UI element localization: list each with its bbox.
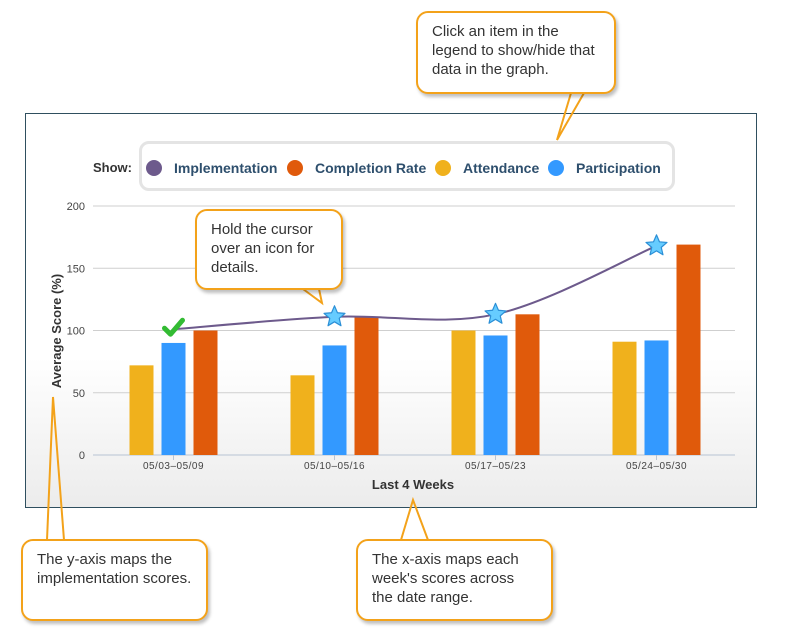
bar-attendance-3[interactable]: [612, 341, 637, 455]
legend-box: [139, 141, 675, 191]
bar-completion-rate-2[interactable]: [515, 314, 540, 455]
callout-y-axis-tip: The y-axis maps the implementation score…: [21, 539, 208, 621]
y-tick-label-100: 100: [67, 326, 85, 338]
y-tick-label-50: 50: [73, 388, 85, 400]
callout-x-axis-tip: The x-axis maps each week's scores acros…: [356, 539, 553, 621]
legend-label-implementation: Implementation: [174, 160, 278, 176]
legend-item-implementation[interactable]: Implementation: [146, 156, 277, 180]
callout-hover-tip: Hold the cursor over an icon for details…: [195, 209, 343, 290]
legend-item-participation[interactable]: Participation: [548, 156, 661, 180]
participation-legend-dot-icon: [548, 160, 564, 176]
bar-attendance-1[interactable]: [290, 375, 315, 455]
legend-label-participation: Participation: [576, 160, 661, 176]
y-axis-ticks: 0 50 100 150 200: [67, 201, 85, 462]
x-axis-title: Last 4 Weeks: [372, 477, 454, 492]
x-axis-ticks: 05/03–05/09 05/10–05/16 05/17–05/23 05/24–0…: [143, 455, 687, 472]
implementation-line-layer: [173, 244, 657, 331]
x-tick-label-1: 05/10–05/16: [304, 461, 365, 472]
bar-completion-rate-3[interactable]: [676, 244, 701, 455]
bar-participation-0[interactable]: [161, 342, 186, 455]
y-tick-label-150: 150: [67, 263, 85, 275]
x-tick-label-0: 05/03–05/09: [143, 461, 204, 472]
bar-completion-rate-1[interactable]: [354, 316, 379, 455]
completion-rate-legend-dot-icon: [287, 160, 303, 176]
callout-legend-tip: Click an item in the legend to show/hide…: [416, 11, 616, 94]
legend-label-completion-rate: Completion Rate: [315, 160, 427, 176]
attendance-legend-dot-icon: [435, 160, 451, 176]
bar-attendance-2[interactable]: [451, 330, 476, 456]
bar-completion-rate-0[interactable]: [193, 330, 218, 456]
legend-show-label: Show:: [93, 160, 132, 175]
y-tick-label-200: 200: [67, 201, 85, 213]
x-tick-label-2: 05/17–05/23: [465, 461, 526, 472]
implementation-markers: [162, 234, 668, 337]
bar-participation-2[interactable]: [483, 335, 508, 455]
bars: [129, 244, 701, 456]
star-icon[interactable]: [645, 234, 668, 256]
y-axis-title: Average Score (%): [49, 274, 64, 388]
implementation-line: [173, 244, 657, 331]
y-tick-label-0: 0: [79, 450, 85, 462]
implementation-legend-dot-icon: [146, 160, 162, 176]
bar-participation-3[interactable]: [644, 340, 669, 455]
legend-item-attendance[interactable]: Attendance: [435, 156, 539, 180]
star-icon[interactable]: [484, 302, 507, 324]
bar-attendance-0[interactable]: [129, 365, 154, 455]
bar-participation-1[interactable]: [322, 345, 347, 455]
star-icon[interactable]: [323, 305, 346, 327]
legend-label-attendance: Attendance: [463, 160, 540, 176]
legend-item-completion-rate[interactable]: Completion Rate: [287, 156, 426, 180]
check-icon[interactable]: [162, 317, 185, 337]
x-tick-label-3: 05/24–05/30: [626, 461, 687, 472]
callout-pointers: [46, 92, 585, 541]
gridlines: [93, 205, 735, 456]
